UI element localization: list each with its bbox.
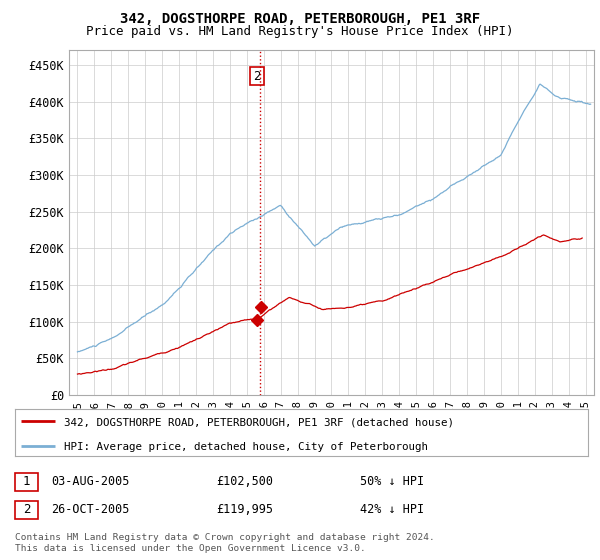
Text: Contains HM Land Registry data © Crown copyright and database right 2024.
This d: Contains HM Land Registry data © Crown c…: [15, 534, 435, 553]
Text: 342, DOGSTHORPE ROAD, PETERBOROUGH, PE1 3RF (detached house): 342, DOGSTHORPE ROAD, PETERBOROUGH, PE1 …: [64, 417, 454, 427]
Text: 50% ↓ HPI: 50% ↓ HPI: [360, 475, 424, 488]
Text: 26-OCT-2005: 26-OCT-2005: [51, 503, 130, 516]
Text: £102,500: £102,500: [216, 475, 273, 488]
Text: £119,995: £119,995: [216, 503, 273, 516]
Text: 42% ↓ HPI: 42% ↓ HPI: [360, 503, 424, 516]
Text: 1: 1: [23, 475, 30, 488]
Text: Price paid vs. HM Land Registry's House Price Index (HPI): Price paid vs. HM Land Registry's House …: [86, 25, 514, 38]
Text: 2: 2: [23, 503, 30, 516]
Text: 342, DOGSTHORPE ROAD, PETERBOROUGH, PE1 3RF: 342, DOGSTHORPE ROAD, PETERBOROUGH, PE1 …: [120, 12, 480, 26]
Text: 03-AUG-2005: 03-AUG-2005: [51, 475, 130, 488]
Text: HPI: Average price, detached house, City of Peterborough: HPI: Average price, detached house, City…: [64, 442, 428, 452]
Text: 2: 2: [253, 69, 261, 82]
